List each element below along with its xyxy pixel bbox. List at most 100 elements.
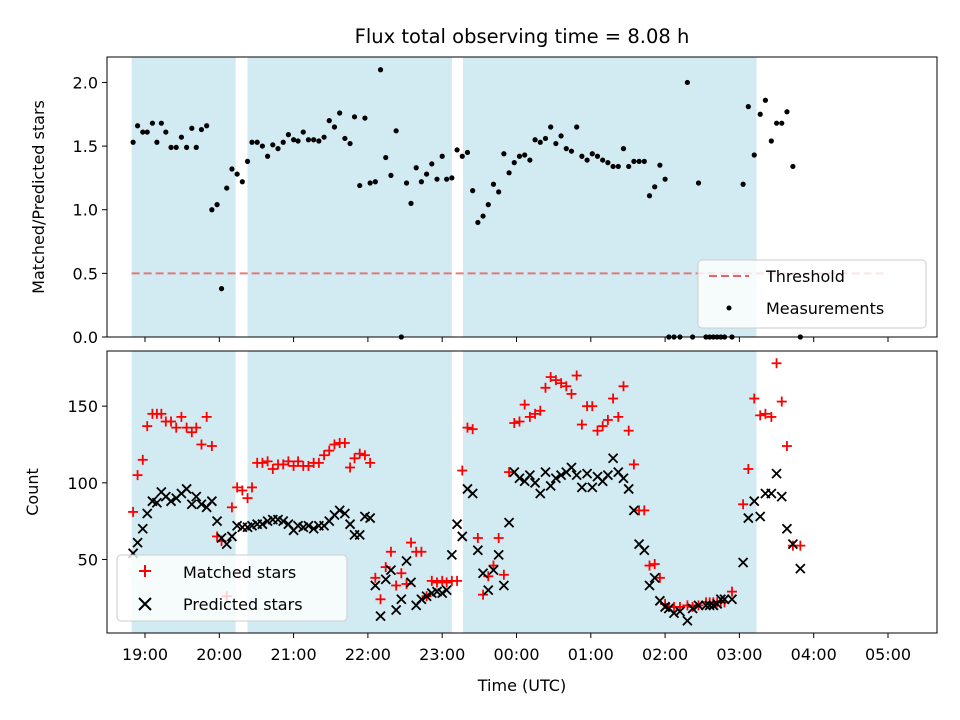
y-tick-label: 0.0 <box>73 328 98 347</box>
measurement-point <box>790 163 796 170</box>
measurement-point <box>594 153 601 159</box>
measurement-point <box>745 104 751 110</box>
measurement-point <box>470 188 476 194</box>
measurement-point <box>209 207 215 213</box>
measurement-point <box>490 181 497 187</box>
matched-star-point <box>278 459 289 470</box>
matched-star-point <box>509 418 520 429</box>
x-b <box>151 497 163 508</box>
predicted-star-point <box>545 480 556 492</box>
x-b <box>550 473 562 484</box>
x-b <box>743 512 754 524</box>
x-tick-label: 19:00 <box>122 645 168 664</box>
legend-measurements-swatch <box>726 305 732 311</box>
measurement-point <box>198 126 205 133</box>
matched-star-point <box>242 493 253 504</box>
x-b <box>509 466 520 478</box>
x-b <box>587 482 598 493</box>
predicted-star-point <box>472 545 484 556</box>
x-axis-label: Time (UTC) <box>477 676 566 695</box>
x-b <box>687 603 698 614</box>
predicted-star-point <box>524 470 536 481</box>
predicted-star-point <box>771 468 782 479</box>
x-tick-label: 04:00 <box>791 645 837 664</box>
count-y-ticks: 50 100 150 <box>67 397 107 569</box>
matched-star-point <box>755 410 766 421</box>
measurement-point <box>496 189 502 195</box>
x-b <box>566 462 577 473</box>
measurement-point <box>140 129 146 135</box>
matched-star-point <box>749 393 760 404</box>
measurement-point <box>204 123 210 129</box>
matched-star-point <box>478 589 489 600</box>
predicted-star-point <box>206 496 218 507</box>
measurement-point <box>134 123 141 129</box>
x-b <box>693 600 704 611</box>
predicted-star-point <box>137 523 148 534</box>
observing-bands <box>131 57 757 337</box>
matched-star-point <box>467 424 478 435</box>
matched-star-point <box>571 370 582 381</box>
predicted-star-point <box>715 594 726 605</box>
predicted-star-point <box>451 519 463 530</box>
x-b <box>462 483 473 495</box>
y-tick-label: 0.5 <box>73 264 98 283</box>
measurement-point <box>367 180 373 186</box>
measurement-point <box>646 193 653 199</box>
x-tick-label: 22:00 <box>345 645 391 664</box>
x-b <box>354 529 365 541</box>
x-b <box>216 532 227 544</box>
predicted-star-point <box>755 511 766 522</box>
measurement-point <box>532 137 538 143</box>
measurement-point <box>377 67 384 73</box>
predicted-star-point <box>385 565 397 576</box>
measurement-point <box>610 163 616 170</box>
x-b <box>137 523 148 534</box>
matched-star-point <box>171 422 182 433</box>
measurement-point <box>300 129 306 135</box>
x-tick-label: 02:00 <box>642 645 688 664</box>
measurement-point <box>259 143 265 149</box>
observing-band <box>131 57 236 337</box>
x-b <box>437 588 448 599</box>
y-tick-label: 150 <box>67 397 98 416</box>
matched-star-point <box>186 427 197 438</box>
x-b <box>498 580 510 591</box>
measurement-point <box>239 179 245 185</box>
x-b <box>416 594 427 605</box>
predicted-star-point <box>457 531 468 542</box>
matched-star-point <box>441 577 452 588</box>
x-b <box>181 483 192 495</box>
predicted-star-point <box>498 580 510 591</box>
measurement-point <box>527 157 533 163</box>
y-tick-label: 1.5 <box>73 137 98 156</box>
x-b <box>668 607 680 619</box>
measurement-point <box>144 129 150 135</box>
matched-star-point <box>349 453 360 464</box>
measurement-point <box>189 125 195 131</box>
predicted-star-point <box>380 574 391 585</box>
x-b <box>749 496 760 507</box>
x-b <box>726 594 738 605</box>
predicted-star-point <box>186 499 197 510</box>
predicted-star-point <box>308 523 319 534</box>
matched-star-point <box>462 422 473 433</box>
predicted-star-point <box>649 572 660 583</box>
predicted-star-point <box>339 508 351 519</box>
ratio-legend: Threshold Measurements <box>697 259 927 329</box>
predicted-star-point <box>467 488 478 499</box>
matched-star-point <box>795 540 806 551</box>
measurement-point <box>695 180 702 186</box>
x-b <box>649 572 660 583</box>
predicted-star-point <box>668 607 680 619</box>
x-b <box>339 508 351 519</box>
measurement-point <box>641 158 647 164</box>
x-b <box>359 511 371 522</box>
measurement-point <box>511 160 517 166</box>
predicted-star-point <box>566 462 577 473</box>
x-b <box>654 595 666 606</box>
matched-star-point <box>771 358 782 369</box>
x-b <box>787 538 799 550</box>
x-b <box>633 538 645 550</box>
measurement-point <box>459 153 465 159</box>
